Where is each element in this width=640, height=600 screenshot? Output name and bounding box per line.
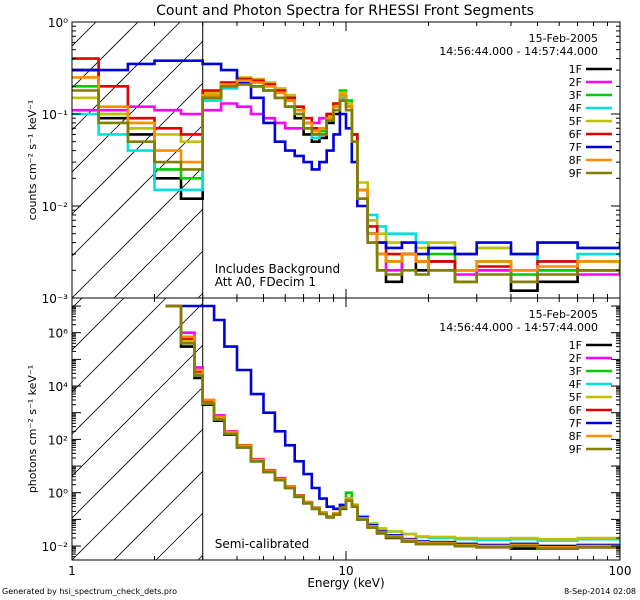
- photons-legend-label-6F: 6F: [569, 404, 582, 417]
- photons-legend-label-5F: 5F: [569, 391, 582, 404]
- photons-series-9F: [165, 304, 620, 550]
- counts-legend-label-4F: 4F: [569, 102, 582, 115]
- counts-y-axis-label: counts cm⁻² s⁻¹ keV⁻¹: [26, 100, 39, 221]
- footer-generator: Generated by hsi_spectrum_check_dets.pro: [2, 587, 177, 596]
- counts-legend-label-2F: 2F: [569, 76, 582, 89]
- counts-panel: 10⁻³ 10⁻² 10⁻¹ 10⁰ counts cm⁻² s⁻¹ keV⁻¹ 15-F…: [26, 16, 621, 306]
- counts-date: 15-Feb-2005: [529, 32, 598, 45]
- x-tick-label: 100: [609, 564, 632, 578]
- counts-series-9F: [72, 83, 620, 284]
- x-tick-label: 1: [68, 564, 76, 578]
- photons-y-axis-label: photons cm⁻² s⁻¹ keV⁻¹: [26, 365, 39, 493]
- counts-legend-label-9F: 9F: [569, 167, 582, 180]
- footer-date: 8-Sep-2014 02:08: [564, 587, 636, 596]
- photons-y-tick-label: 10⁶: [48, 327, 68, 341]
- photons-hatch-region: [72, 298, 620, 560]
- counts-y-tick-label: 10⁻³: [42, 292, 69, 306]
- photons-y-tick-label: 10⁰: [48, 487, 68, 501]
- counts-annotation: Att A0, FDecim 1: [215, 275, 316, 289]
- photons-legend-label-2F: 2F: [569, 352, 582, 365]
- photons-legend-label-7F: 7F: [569, 417, 582, 430]
- photons-legend-label-9F: 9F: [569, 443, 582, 456]
- photons-annotation: Semi-calibrated: [215, 537, 310, 551]
- photons-y-tick-label: 10⁻²: [42, 540, 69, 554]
- chart-title: Count and Photon Spectra for RHESSI Fron…: [156, 3, 534, 19]
- photons-y-tick-label: 10⁴: [48, 380, 68, 394]
- x-tick-label: 10: [338, 564, 353, 578]
- x-axis-label: Energy (keV): [307, 576, 384, 590]
- photons-date: 15-Feb-2005: [529, 308, 598, 321]
- counts-series-6F: [72, 57, 620, 272]
- photons-time-range: 14:56:44.000 - 14:57:44.000: [439, 321, 598, 334]
- counts-series-7F: [72, 59, 620, 256]
- counts-legend-label-5F: 5F: [569, 115, 582, 128]
- counts-annotation: Includes Background: [215, 262, 340, 276]
- counts-y-tick-label: 10⁻²: [42, 200, 69, 214]
- photons-legend-label-4F: 4F: [569, 378, 582, 391]
- photons-panel: 10⁻² 10⁰ 10² 10⁴ 10⁶ 1 10 100 Energy (keV) photon…: [26, 297, 632, 590]
- counts-time-range: 14:56:44.000 - 14:57:44.000: [439, 45, 598, 58]
- photons-legend-label-8F: 8F: [569, 430, 582, 443]
- counts-hatch-region: [72, 22, 620, 298]
- photons-legend-label-1F: 1F: [569, 339, 582, 352]
- counts-legend-label-6F: 6F: [569, 128, 582, 141]
- photons-legend-label-3F: 3F: [569, 365, 582, 378]
- counts-legend-label-1F: 1F: [569, 63, 582, 76]
- counts-legend-label-3F: 3F: [569, 89, 582, 102]
- counts-legend-label-7F: 7F: [569, 141, 582, 154]
- counts-legend-label-8F: 8F: [569, 154, 582, 167]
- counts-y-tick-label: 10⁻¹: [42, 108, 69, 122]
- counts-y-tick-label: 10⁰: [48, 16, 68, 30]
- photons-y-tick-label: 10²: [48, 433, 68, 447]
